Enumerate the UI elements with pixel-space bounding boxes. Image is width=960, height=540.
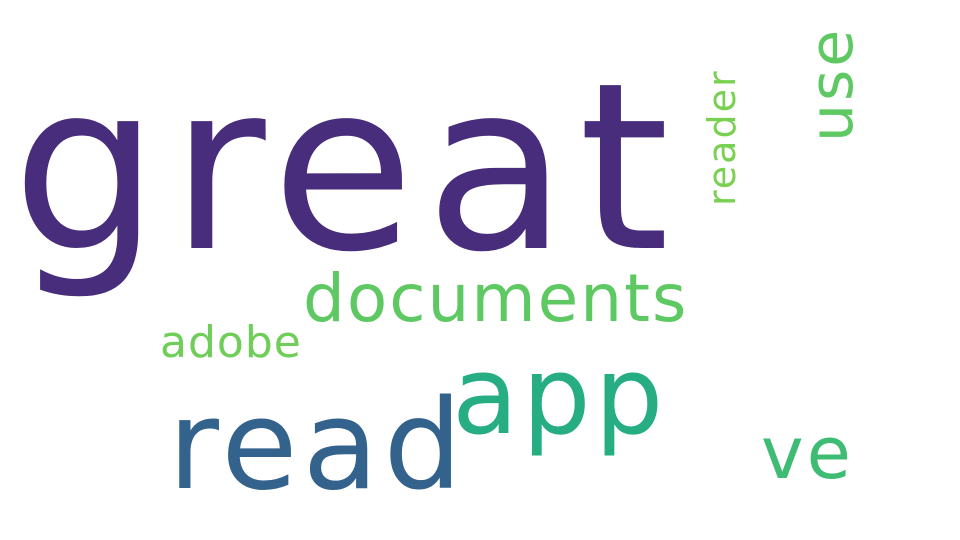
word-app: app — [452, 334, 668, 459]
word-reader: reader — [700, 69, 744, 206]
word-read: read — [168, 374, 468, 518]
word-use: use — [797, 26, 867, 142]
word-great: great — [12, 33, 681, 303]
word-adobe: adobe — [160, 317, 302, 368]
word-documents: documents — [303, 260, 689, 337]
word-ve: ve — [761, 411, 854, 495]
